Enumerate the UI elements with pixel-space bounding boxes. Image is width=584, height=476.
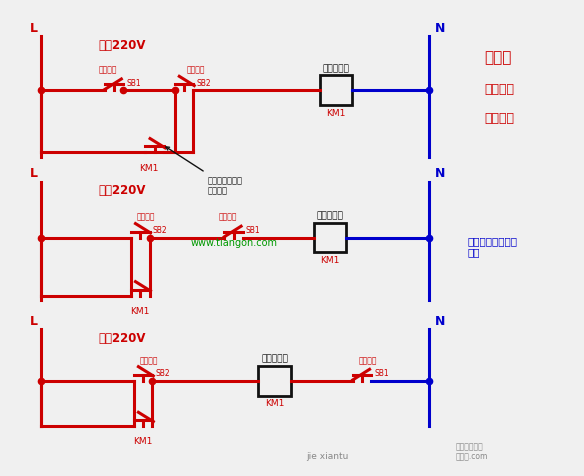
Text: 启动按钮: 启动按钮 bbox=[137, 212, 155, 221]
Text: N: N bbox=[435, 314, 446, 327]
Text: 停止按钮: 停止按钮 bbox=[218, 212, 237, 221]
Text: 可以改变停止按钮
位置: 可以改变停止按钮 位置 bbox=[467, 236, 517, 257]
Text: www.tiangon.com: www.tiangon.com bbox=[190, 237, 277, 247]
Text: KM1: KM1 bbox=[139, 163, 159, 172]
Text: 启停电路: 启停电路 bbox=[485, 111, 515, 124]
Text: SB2: SB2 bbox=[152, 226, 167, 235]
Text: KM1: KM1 bbox=[326, 109, 346, 118]
Text: KM1: KM1 bbox=[133, 436, 153, 446]
Text: SB2: SB2 bbox=[155, 368, 170, 377]
Text: SB2: SB2 bbox=[196, 79, 211, 88]
Text: N: N bbox=[435, 167, 446, 180]
Text: 接触器线圈: 接触器线圈 bbox=[322, 64, 349, 73]
Text: KM1: KM1 bbox=[130, 306, 150, 315]
Text: SB1: SB1 bbox=[126, 79, 141, 88]
Text: L: L bbox=[30, 167, 38, 180]
Text: 交流220V: 交流220V bbox=[99, 39, 147, 52]
Text: 接触器常开触点
自锁触点: 接触器常开触点 自锁触点 bbox=[166, 148, 242, 195]
Text: 启动按钮: 启动按钮 bbox=[140, 355, 158, 364]
Bar bbox=[320, 76, 352, 106]
Text: 单向运转: 单向运转 bbox=[485, 82, 515, 96]
Text: 停止按钮: 停止按钮 bbox=[99, 65, 117, 74]
Text: SB1: SB1 bbox=[374, 368, 389, 377]
Text: jie xiantu: jie xiantu bbox=[306, 451, 348, 460]
Text: KM1: KM1 bbox=[265, 399, 284, 407]
Text: 电工电气学习
接线图.com: 电工电气学习 接线图.com bbox=[456, 441, 488, 461]
Text: 停止按钮: 停止按钮 bbox=[359, 355, 377, 364]
Text: 接触器线圈: 接触器线圈 bbox=[317, 211, 343, 220]
Text: L: L bbox=[30, 22, 38, 35]
Text: SB1: SB1 bbox=[246, 226, 260, 235]
Text: 交流220V: 交流220V bbox=[99, 184, 147, 197]
Text: 接触器: 接触器 bbox=[485, 50, 512, 65]
Text: N: N bbox=[435, 22, 446, 35]
Text: KM1: KM1 bbox=[320, 256, 340, 265]
Bar bbox=[314, 223, 346, 253]
Text: 接触器线圈: 接触器线圈 bbox=[261, 354, 288, 363]
Text: L: L bbox=[30, 314, 38, 327]
Bar bbox=[258, 366, 290, 396]
Text: 交流220V: 交流220V bbox=[99, 331, 147, 344]
Text: 启动按钮: 启动按钮 bbox=[186, 65, 205, 74]
